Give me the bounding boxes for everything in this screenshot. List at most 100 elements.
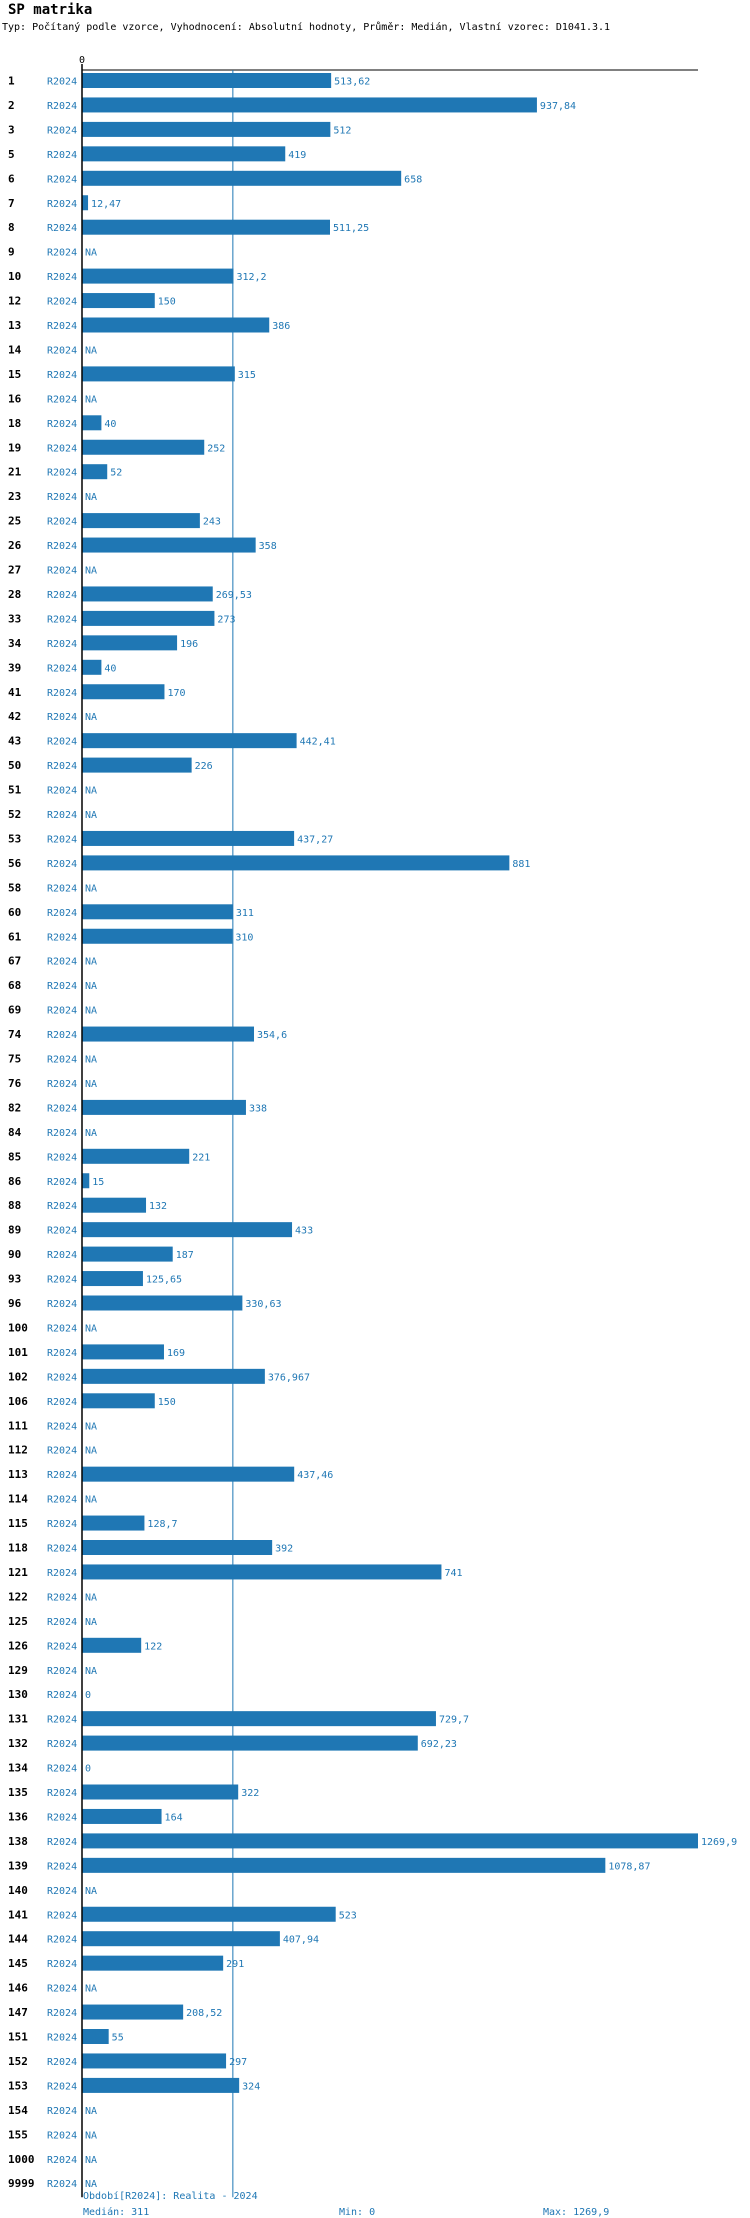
row-id-label: 96 [8, 1297, 22, 1310]
value-label: 433 [295, 1226, 313, 1237]
value-label: NA [85, 883, 97, 894]
bar [82, 1026, 255, 1042]
value-label: NA [85, 1079, 97, 1090]
row-id-label: 129 [8, 1664, 28, 1677]
row-id-label: 82 [8, 1101, 21, 1114]
bar [82, 146, 286, 162]
row-id-label: 121 [8, 1566, 28, 1579]
bar [82, 904, 233, 920]
period-label: R2024 [47, 1079, 77, 1090]
value-label: 252 [207, 443, 225, 454]
value-label: NA [85, 1323, 97, 1334]
value-label: 132 [149, 1201, 167, 1212]
value-label: 419 [288, 150, 306, 161]
period-label: R2024 [47, 1030, 77, 1041]
period-label: R2024 [47, 1837, 77, 1848]
value-label: 170 [167, 688, 185, 699]
period-label: R2024 [47, 1397, 77, 1408]
period-label: R2024 [47, 468, 77, 479]
bar [82, 1466, 295, 1482]
value-label: 376,967 [268, 1372, 310, 1383]
period-label: R2024 [47, 1788, 77, 1799]
value-label: NA [85, 2155, 97, 2166]
period-label: R2024 [47, 2033, 77, 2044]
period-label: R2024 [47, 199, 77, 210]
row-id-label: 141 [8, 1908, 28, 1921]
row-id-label: 19 [8, 441, 21, 454]
period-label: R2024 [47, 810, 77, 821]
row-id-label: 60 [8, 906, 21, 919]
value-label: 312,2 [236, 272, 266, 283]
period-label: R2024 [47, 932, 77, 943]
period-label: R2024 [47, 2155, 77, 2166]
value-label: 55 [112, 2033, 124, 2044]
period-label: R2024 [47, 614, 77, 625]
bar [82, 659, 102, 675]
period-label: R2024 [47, 272, 77, 283]
bar [82, 366, 235, 382]
bar [82, 928, 233, 944]
row-id-label: 15 [8, 368, 21, 381]
bar [82, 1344, 164, 1360]
value-label: NA [85, 810, 97, 821]
row-id-label: 52 [8, 808, 21, 821]
period-label: R2024 [47, 1103, 77, 1114]
value-label: NA [85, 394, 97, 405]
row-id-label: 13 [8, 319, 21, 332]
page-title: SP matrika [8, 2, 93, 18]
value-label: 511,25 [333, 223, 369, 234]
value-label: NA [85, 1984, 97, 1995]
period-label: R2024 [47, 1592, 77, 1603]
row-id-label: 21 [8, 466, 22, 479]
value-label: 523 [339, 1910, 357, 1921]
row-id-label: 134 [8, 1762, 28, 1775]
value-label: NA [85, 345, 97, 356]
row-id-label: 75 [8, 1053, 21, 1066]
row-id-label: 90 [8, 1248, 21, 1261]
row-id-label: 154 [8, 2104, 28, 2117]
row-id-label: 122 [8, 1590, 28, 1603]
value-label: 437,46 [297, 1470, 333, 1481]
row-id-label: 118 [8, 1542, 28, 1555]
row-id-label: 39 [8, 661, 21, 674]
row-id-label: 6 [8, 172, 15, 185]
bar [82, 1784, 239, 1800]
row-id-label: 126 [8, 1639, 28, 1652]
row-id-label: 16 [8, 392, 22, 405]
value-label: NA [85, 1592, 97, 1603]
row-id-label: 25 [8, 515, 21, 528]
value-label: 273 [217, 614, 235, 625]
value-label: 40 [104, 663, 116, 674]
row-id-label: 69 [8, 1004, 21, 1017]
period-label: R2024 [47, 957, 77, 968]
bar [82, 1271, 143, 1287]
period-label: R2024 [47, 908, 77, 919]
bar [82, 195, 89, 211]
row-id-label: 43 [8, 735, 21, 748]
value-label: 392 [275, 1544, 293, 1555]
value-label: 196 [180, 639, 198, 650]
bar [82, 121, 331, 137]
value-label: NA [85, 712, 97, 723]
period-label: R2024 [47, 1715, 77, 1726]
period-label: R2024 [47, 590, 77, 601]
bar [82, 268, 234, 284]
period-label: R2024 [47, 370, 77, 381]
row-id-label: 102 [8, 1370, 28, 1383]
period-label: R2024 [47, 1739, 77, 1750]
row-id-label: 9 [8, 246, 15, 259]
value-label: 1269,9 [701, 1837, 737, 1848]
row-id-label: 132 [8, 1737, 28, 1750]
row-id-label: 93 [8, 1273, 21, 1286]
value-label: 437,27 [297, 834, 333, 845]
row-id-label: 101 [8, 1346, 28, 1359]
row-id-label: 112 [8, 1444, 28, 1457]
row-id-label: 50 [8, 759, 21, 772]
value-label: 297 [229, 2057, 247, 2068]
value-label: 15 [92, 1177, 104, 1188]
period-label: R2024 [47, 859, 77, 870]
value-label: 0 [85, 1690, 91, 1701]
value-label: NA [85, 786, 97, 797]
period-label: R2024 [47, 1250, 77, 1261]
